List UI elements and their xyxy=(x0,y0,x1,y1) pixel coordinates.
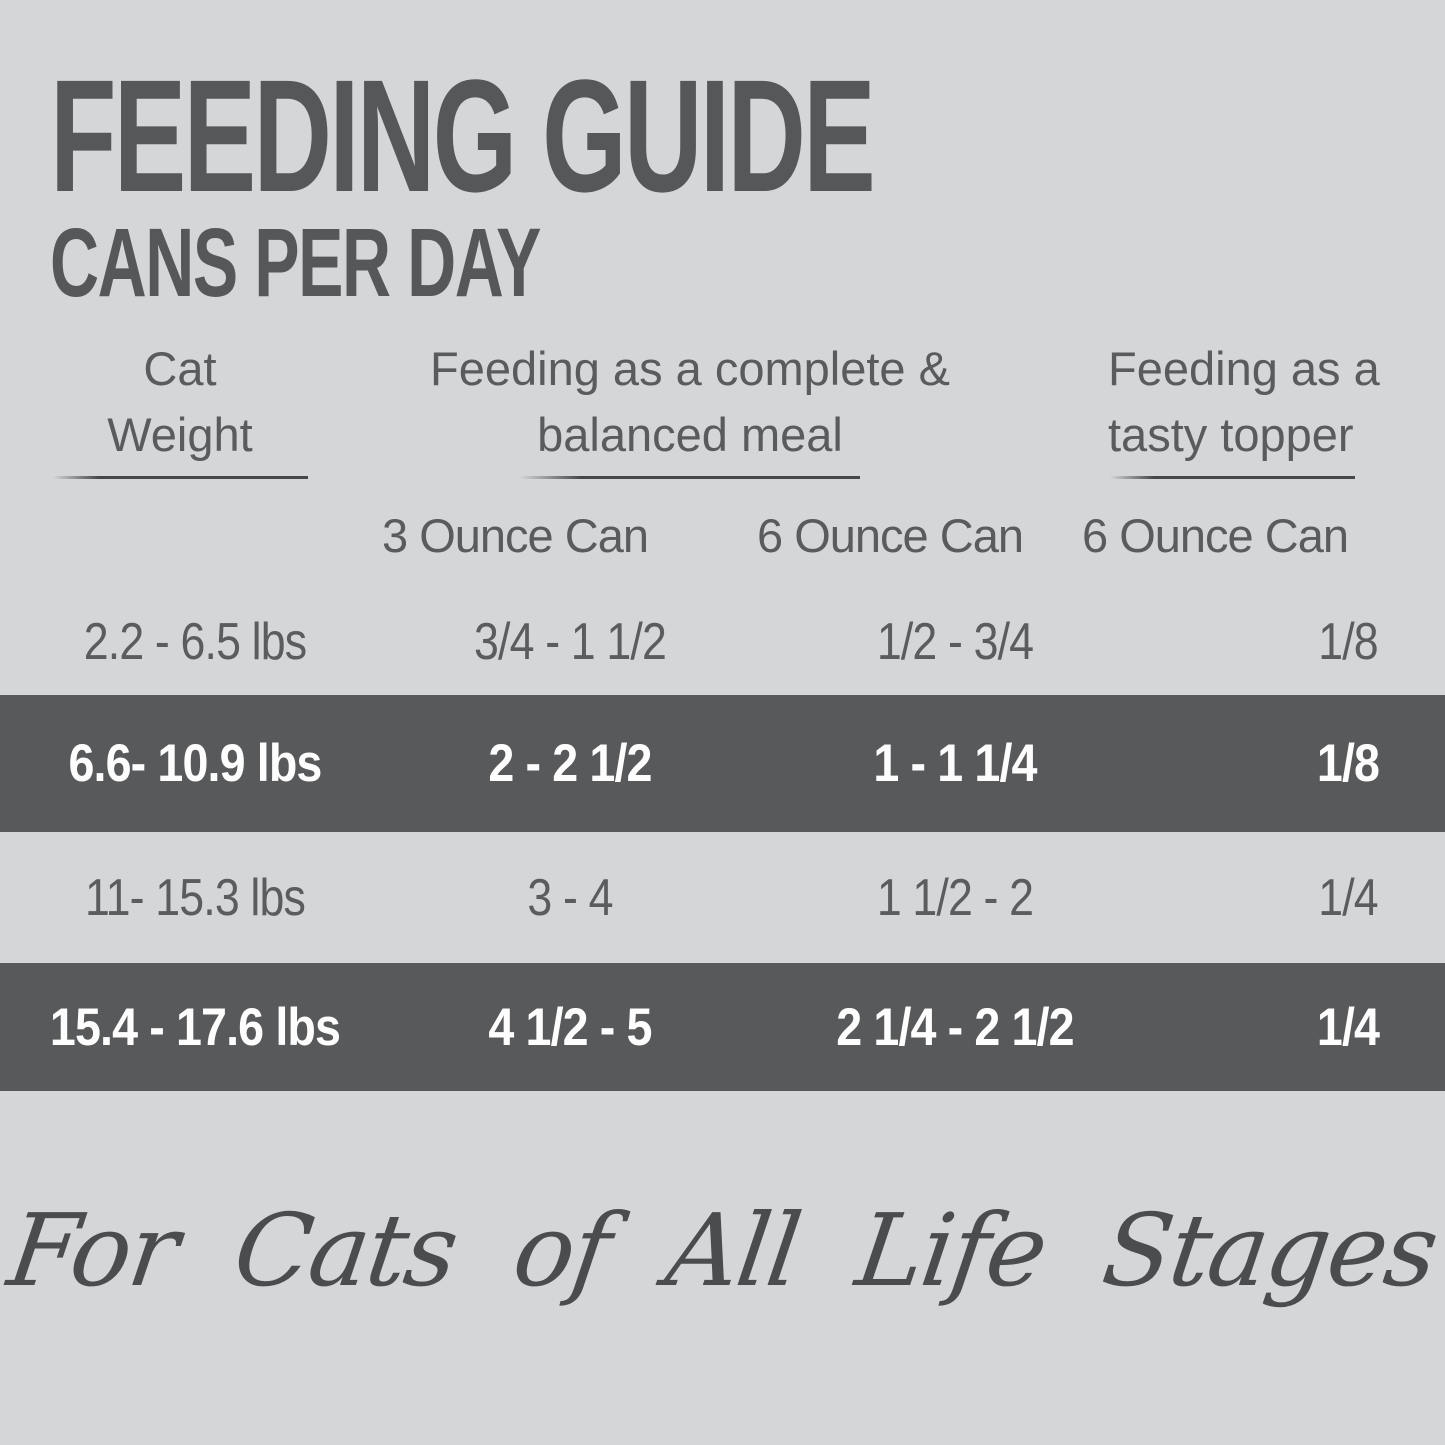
cell-6oz-value: 1/2 - 3/4 xyxy=(876,612,1034,671)
col-header-tasty-topper-line2: tasty topper xyxy=(1108,408,1354,461)
cell-cat-weight: 2.2 - 6.5 lbs xyxy=(83,612,307,671)
col-header-cat-weight-line2: Weight xyxy=(107,408,253,461)
cell-3oz-value: 3 - 4 xyxy=(527,868,613,927)
col-header-tasty-topper: Feeding as a tasty topper xyxy=(1108,336,1388,479)
col-header-complete-meal-line1: Feeding as a complete & xyxy=(430,342,950,395)
cell-topper-value: 1/4 xyxy=(1318,868,1378,927)
cell-6oz-value: 1 - 1 1/4 xyxy=(873,734,1037,793)
cell-3oz-value: 4 1/2 - 5 xyxy=(488,997,652,1057)
col-header-tasty-topper-line1: Feeding as a xyxy=(1108,342,1380,395)
header-underline xyxy=(52,476,308,479)
tagline: For Cats of All Life Stages xyxy=(1,1192,1444,1309)
cell-3oz-value: 3/4 - 1 1/2 xyxy=(474,612,667,671)
page-title: FEEDING GUIDE xyxy=(50,46,876,225)
header-underline xyxy=(520,476,860,479)
cell-topper-value: 1/8 xyxy=(1318,612,1378,671)
subheader-3oz-can: 3 Ounce Can xyxy=(382,509,649,562)
cell-cat-weight: 6.6- 10.9 lbs xyxy=(68,734,322,793)
table-row-highlighted: 6.6- 10.9 lbs 2 - 2 1/2 1 - 1 1/4 1/8 xyxy=(0,695,1445,832)
cell-6oz-value: 1 1/2 - 2 xyxy=(876,868,1034,927)
cell-3oz-value: 2 - 2 1/2 xyxy=(488,734,652,793)
subheader-topper-6oz-can: 6 Ounce Can xyxy=(1082,509,1349,562)
cell-6oz-value: 2 1/4 - 2 1/2 xyxy=(836,997,1074,1057)
cell-cat-weight: 11- 15.3 lbs xyxy=(84,868,306,927)
table-row-highlighted: 15.4 - 17.6 lbs 4 1/2 - 5 2 1/4 - 2 1/2 … xyxy=(0,963,1445,1091)
col-header-complete-meal-line2: balanced meal xyxy=(537,408,843,461)
table-row: 11- 15.3 lbs 3 - 4 1 1/2 - 2 1/4 xyxy=(0,832,1445,963)
page-subtitle: CANS PER DAY xyxy=(50,208,541,317)
col-header-cat-weight: Cat Weight xyxy=(35,336,325,479)
col-header-complete-meal: Feeding as a complete & balanced meal xyxy=(415,336,965,479)
subheader-6oz-can: 6 Ounce Can xyxy=(757,509,1024,562)
header-underline xyxy=(1110,476,1355,479)
cell-cat-weight: 15.4 - 17.6 lbs xyxy=(49,997,341,1057)
cell-topper-value: 1/4 xyxy=(1316,997,1380,1057)
cell-topper-value: 1/8 xyxy=(1316,734,1380,793)
col-header-cat-weight-line1: Cat xyxy=(143,342,217,395)
table-row: 2.2 - 6.5 lbs 3/4 - 1 1/2 1/2 - 3/4 1/8 xyxy=(0,588,1445,695)
